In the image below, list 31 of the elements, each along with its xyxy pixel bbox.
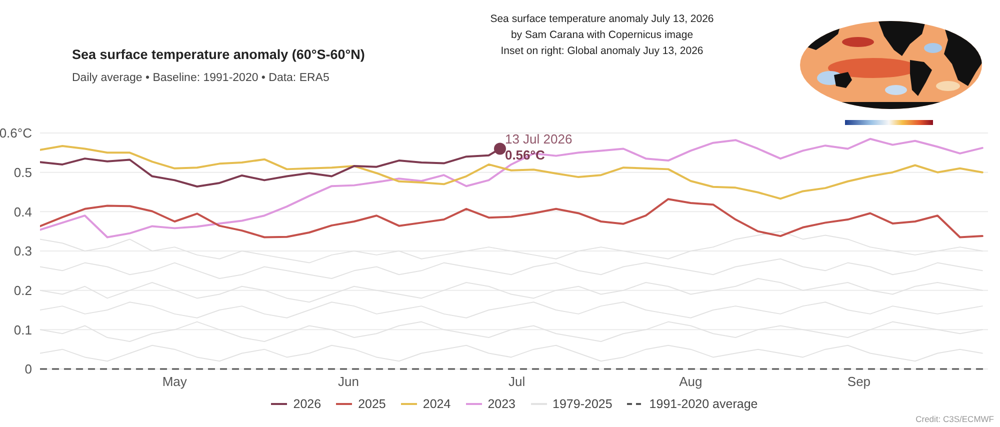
text: Credit: C3S/ECMWF <box>916 414 994 424</box>
y-tick-label: 0.3 <box>14 244 32 259</box>
x-tick-label: Sep <box>847 374 871 390</box>
y-tick-label: 0.5 <box>14 164 32 180</box>
line-series <box>40 344 983 362</box>
y-tick-label: 0.1 <box>14 322 32 338</box>
line-series <box>40 302 983 318</box>
legend-label: 2025 <box>358 397 386 411</box>
chart-subtitle: Daily average • Baseline: 1991-2020 • Data: ERA5 <box>72 72 330 84</box>
annotation: 13 Jul 2026 <box>504 132 572 148</box>
x-tick-label: Jun <box>338 374 360 390</box>
line-series <box>40 198 984 238</box>
legend-label: 1991-2020 average <box>649 397 758 411</box>
x-tick-label: Aug <box>679 374 702 390</box>
y-tick-label: 0 <box>24 362 32 377</box>
x-tick-label: Jul <box>508 374 526 390</box>
text: by Sam Carana with Copernicus image <box>510 29 694 41</box>
legend-label: 2023 <box>488 397 516 411</box>
y-tick-label: 0.4 <box>14 204 32 220</box>
line-series <box>40 258 983 280</box>
legend-label: 1979-2025 <box>552 397 612 411</box>
legend-label: 2026 <box>293 397 322 411</box>
text: Sea surface temperature anomaly July 13, 2026 <box>490 13 714 25</box>
y-tick-label: 0.2 <box>14 282 32 298</box>
x-tick-label: May <box>162 374 188 390</box>
line-series <box>40 144 984 200</box>
y-tick-label: 0.6°C <box>0 126 32 141</box>
legend-label: 2024 <box>422 397 451 411</box>
annotation: 0.56°C <box>504 148 546 164</box>
chart-title: Sea surface temperature anomaly (60°S-60°N) <box>72 47 365 62</box>
text: Inset on right: Global anomaly Juy 13, 2026 <box>500 45 704 57</box>
